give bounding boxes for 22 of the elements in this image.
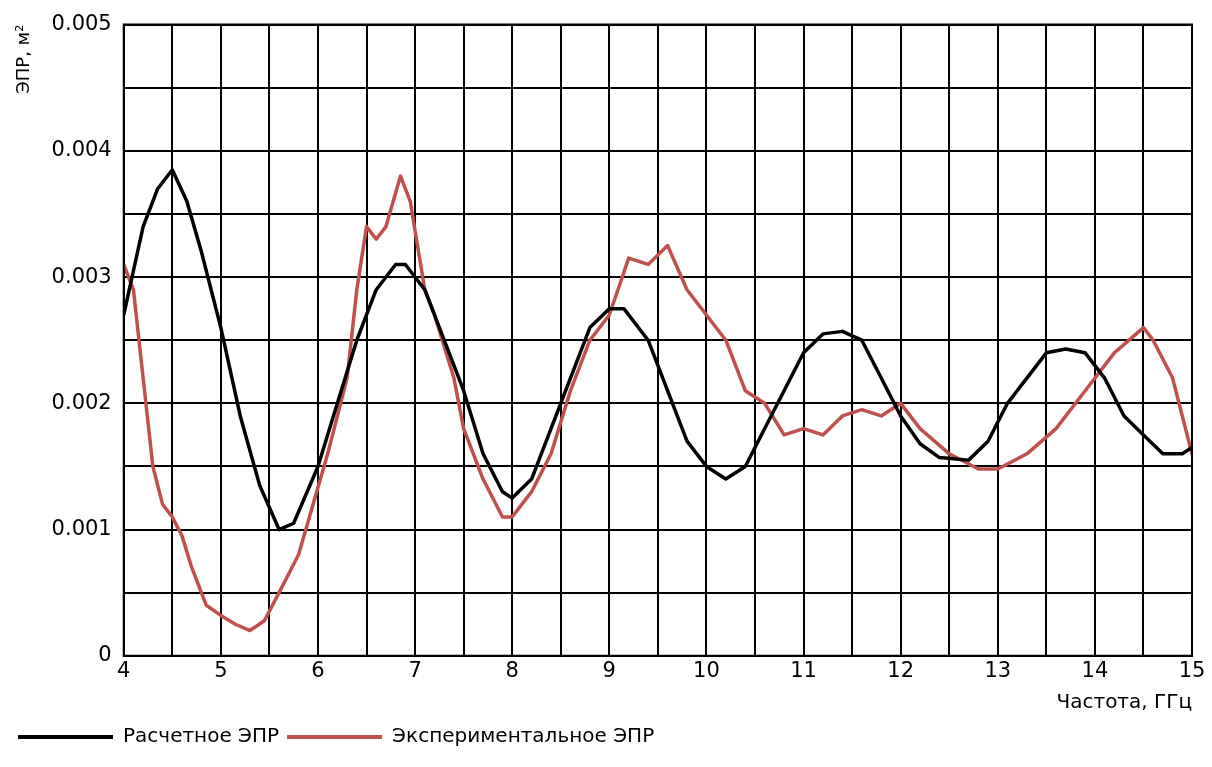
legend-label: Расчетное ЭПР (123, 723, 280, 748)
legend-label: Экспериментальное ЭПР (392, 723, 655, 748)
x-tick-label: 15 (1178, 657, 1206, 682)
y-tick-label: 0.005 (51, 11, 112, 36)
y-tick-label: 0.002 (51, 389, 112, 414)
x-tick-label: 9 (602, 657, 616, 682)
x-tick-label: 5 (214, 657, 228, 682)
x-tick-label: 10 (693, 657, 720, 682)
x-tick-label: 6 (311, 657, 325, 682)
x-tick-label: 8 (505, 657, 519, 682)
y-axis-title: ЭПР, м² (12, 24, 34, 94)
x-tick-label: 14 (1081, 657, 1109, 682)
y-tick-label: 0.004 (51, 137, 112, 162)
y-tick-label: 0 (98, 642, 112, 667)
x-axis-title: Частота, ГГц (1056, 689, 1192, 714)
y-tick-label: 0.003 (51, 263, 112, 288)
x-tick-label: 7 (408, 657, 422, 682)
x-tick-label: 11 (790, 657, 817, 682)
x-tick-label: 4 (117, 657, 131, 682)
x-tick-label: 13 (984, 657, 1012, 682)
x-tick-label: 12 (887, 657, 915, 682)
y-tick-label: 0.001 (51, 516, 112, 541)
